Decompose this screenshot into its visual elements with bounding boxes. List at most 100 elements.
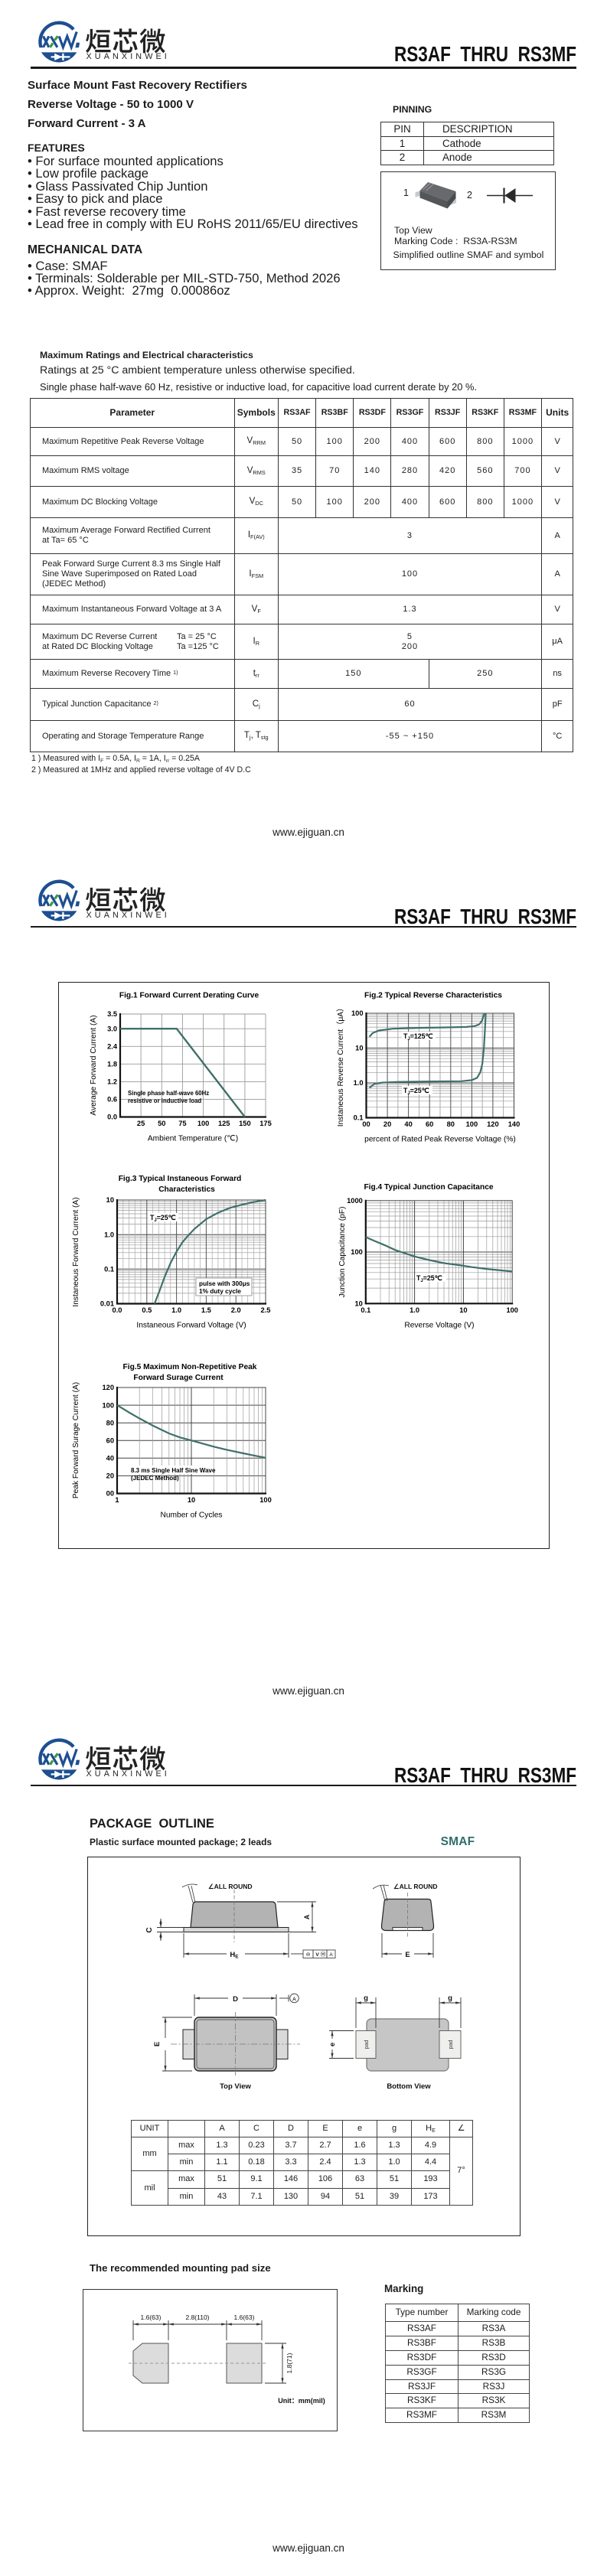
svg-text:25: 25 — [137, 1120, 145, 1127]
svg-text:00: 00 — [106, 1490, 114, 1498]
svg-text:100: 100 — [351, 1248, 363, 1256]
svg-text:(JEDEC Method): (JEDEC Method) — [131, 1475, 179, 1482]
svg-text:Number of Cycles: Number of Cycles — [161, 1511, 223, 1520]
svg-text:Fig.1 Forward Current Deratin: Fig.1 Forward Current Derating Curve — [119, 992, 259, 1000]
svg-text:40: 40 — [106, 1455, 114, 1462]
svg-text:Bottom View: Bottom View — [387, 2082, 431, 2091]
svg-text:percent of Rated Peak Reverse: percent of Rated Peak Reverse Voltage (%… — [364, 1136, 516, 1144]
svg-text:∠ALL ROUND: ∠ALL ROUND — [393, 1883, 438, 1890]
svg-text:0.01: 0.01 — [100, 1300, 114, 1308]
svg-text:175: 175 — [259, 1120, 272, 1127]
svg-text:1.0: 1.0 — [171, 1306, 181, 1314]
svg-text:Ⓜ: Ⓜ — [320, 1951, 326, 1958]
svg-text:Instaneous Forward Current (A): Instaneous Forward Current (A) — [72, 1197, 80, 1306]
svg-text:1.8: 1.8 — [107, 1061, 117, 1068]
svg-text:TJ=25℃: TJ=25℃ — [403, 1087, 429, 1096]
svg-text:50: 50 — [158, 1120, 165, 1127]
svg-text:125: 125 — [218, 1120, 230, 1127]
svg-text:120: 120 — [487, 1120, 499, 1128]
svg-text:120: 120 — [102, 1384, 114, 1391]
svg-text:2.0: 2.0 — [231, 1306, 241, 1314]
svg-text:20: 20 — [383, 1120, 391, 1128]
svg-text:Top View: Top View — [220, 2082, 251, 2091]
svg-text:E: E — [153, 2042, 162, 2046]
svg-text:Forward Surage Current: Forward Surage Current — [133, 1374, 224, 1382]
svg-text:1000: 1000 — [347, 1197, 363, 1205]
svg-text:A: A — [303, 1914, 311, 1919]
svg-text:Peak Forward Surage Current (A: Peak Forward Surage Current (A) — [72, 1382, 80, 1498]
svg-text:0.5: 0.5 — [142, 1306, 152, 1314]
svg-text:g: g — [448, 1994, 452, 2003]
svg-text:C: C — [145, 1927, 154, 1932]
svg-text:60: 60 — [426, 1120, 433, 1128]
svg-text:resistive or inductive load: resistive or inductive load — [128, 1097, 201, 1104]
svg-text:1.6(63): 1.6(63) — [141, 2314, 162, 2321]
svg-text:A: A — [292, 1997, 296, 2002]
svg-text:pad: pad — [449, 2040, 454, 2049]
svg-text:0.1: 0.1 — [361, 1306, 370, 1314]
svg-text:140: 140 — [508, 1120, 521, 1128]
svg-text:10: 10 — [188, 1496, 195, 1504]
svg-text:0.0: 0.0 — [113, 1306, 122, 1314]
svg-text:1.8(71): 1.8(71) — [286, 2353, 293, 2373]
svg-text:∠ALL ROUND: ∠ALL ROUND — [208, 1883, 253, 1890]
svg-text:0.1: 0.1 — [354, 1114, 364, 1122]
svg-text:80: 80 — [106, 1419, 114, 1427]
svg-text:00: 00 — [362, 1120, 370, 1128]
svg-text:1: 1 — [115, 1496, 119, 1504]
svg-text:Fig.4 Typical Junction Capaci: Fig.4 Typical Junction Capacitance — [364, 1183, 493, 1192]
svg-text:40: 40 — [404, 1120, 412, 1128]
svg-text:Single phase half-wave 60Hz: Single phase half-wave 60Hz — [128, 1090, 209, 1097]
svg-text:pad: pad — [364, 2040, 370, 2049]
svg-text:100: 100 — [506, 1306, 518, 1314]
svg-text:Junction Capacitance (pF): Junction Capacitance (pF) — [338, 1207, 347, 1298]
svg-text:10: 10 — [354, 1300, 362, 1308]
svg-text:D: D — [233, 1995, 238, 2004]
svg-text:1.6(63): 1.6(63) — [234, 2314, 255, 2321]
svg-text:1.0: 1.0 — [410, 1306, 419, 1314]
svg-text:3.5: 3.5 — [107, 1010, 117, 1018]
svg-text:75: 75 — [178, 1120, 186, 1127]
svg-text:80: 80 — [447, 1120, 455, 1128]
svg-text:Reverse Voltage (V): Reverse Voltage (V) — [404, 1321, 474, 1329]
svg-text:E: E — [405, 1951, 410, 1959]
svg-text:10: 10 — [355, 1045, 363, 1052]
svg-text:Instaneous Forward Voltage (V): Instaneous Forward Voltage (V) — [136, 1322, 246, 1330]
svg-text:150: 150 — [239, 1120, 251, 1127]
svg-text:1.5: 1.5 — [201, 1306, 211, 1314]
svg-text:pulse with 300μs: pulse with 300μs — [199, 1280, 250, 1287]
svg-text:Ambient Temperature (℃): Ambient Temperature (℃) — [148, 1135, 238, 1143]
svg-text:HE: HE — [230, 1951, 239, 1960]
svg-text:2.8(110): 2.8(110) — [185, 2314, 209, 2321]
svg-text:1.0: 1.0 — [104, 1231, 114, 1238]
svg-text:2.5: 2.5 — [261, 1306, 271, 1314]
svg-text:100: 100 — [102, 1401, 114, 1409]
svg-text:10: 10 — [106, 1196, 114, 1204]
svg-text:100: 100 — [466, 1120, 478, 1128]
svg-text:0.1: 0.1 — [104, 1266, 114, 1273]
svg-text:TJ=125℃: TJ=125℃ — [403, 1032, 433, 1042]
svg-text:A: A — [329, 1952, 333, 1958]
svg-text:20: 20 — [106, 1472, 114, 1480]
svg-text:2.4: 2.4 — [107, 1043, 118, 1051]
svg-text:e: e — [328, 2043, 337, 2046]
svg-text:V: V — [315, 1952, 319, 1958]
svg-text:100: 100 — [351, 1009, 364, 1017]
svg-text:Fig.2 Typical Reverse Charact: Fig.2 Typical Reverse Characteristics — [364, 992, 502, 1000]
svg-text:8.3 ms Single Half Sine Wave: 8.3 ms Single Half Sine Wave — [131, 1467, 216, 1474]
svg-text:10: 10 — [459, 1306, 467, 1314]
svg-text:1.2: 1.2 — [107, 1078, 117, 1086]
svg-text:Average Forward Current (A): Average Forward Current (A) — [90, 1015, 98, 1115]
svg-text:⊖: ⊖ — [306, 1952, 311, 1958]
svg-text:TJ=25℃: TJ=25℃ — [416, 1274, 442, 1283]
svg-text:Instaneous Reverse Current（μA）: Instaneous Reverse Current（μA） — [336, 1004, 345, 1127]
svg-text:Unit：mm(mil): Unit：mm(mil) — [278, 2397, 325, 2405]
svg-text:1.0: 1.0 — [354, 1079, 364, 1087]
svg-text:0.6: 0.6 — [107, 1096, 117, 1104]
svg-text:100: 100 — [259, 1496, 272, 1504]
svg-text:100: 100 — [197, 1120, 210, 1127]
svg-text:3.0: 3.0 — [107, 1025, 117, 1032]
svg-text:1% duty cycle: 1% duty cycle — [199, 1287, 241, 1295]
svg-text:Fig.3 Typical Instaneous Forw: Fig.3 Typical Instaneous Forward — [119, 1175, 242, 1183]
svg-text:60: 60 — [106, 1437, 114, 1445]
